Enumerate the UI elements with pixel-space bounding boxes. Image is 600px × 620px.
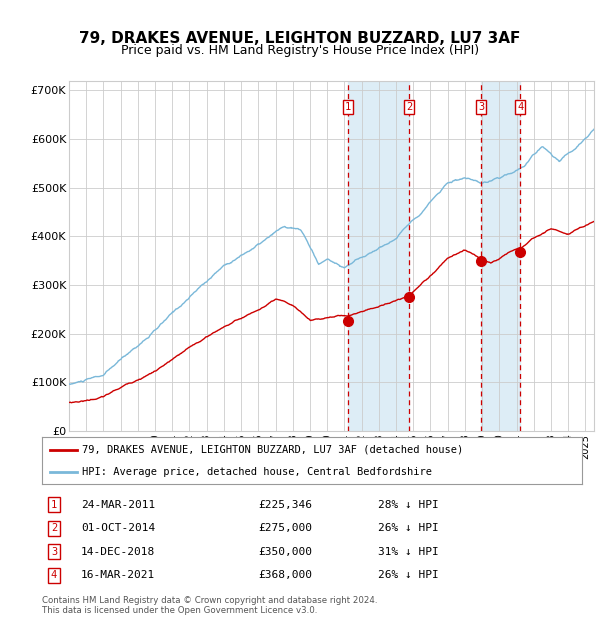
Text: 1: 1 xyxy=(51,500,57,510)
Text: £368,000: £368,000 xyxy=(258,570,312,580)
Bar xyxy=(481,81,520,431)
Text: 79, DRAKES AVENUE, LEIGHTON BUZZARD, LU7 3AF: 79, DRAKES AVENUE, LEIGHTON BUZZARD, LU7… xyxy=(79,31,521,46)
Text: 3: 3 xyxy=(51,547,57,557)
Text: 31% ↓ HPI: 31% ↓ HPI xyxy=(378,547,439,557)
Text: 79, DRAKES AVENUE, LEIGHTON BUZZARD, LU7 3AF (detached house): 79, DRAKES AVENUE, LEIGHTON BUZZARD, LU7… xyxy=(83,445,464,454)
Bar xyxy=(348,81,409,431)
Text: 3: 3 xyxy=(478,102,484,112)
Text: 4: 4 xyxy=(51,570,57,580)
Text: £225,346: £225,346 xyxy=(258,500,312,510)
Text: 4: 4 xyxy=(517,102,523,112)
Text: 26% ↓ HPI: 26% ↓ HPI xyxy=(378,570,439,580)
Text: HPI: Average price, detached house, Central Bedfordshire: HPI: Average price, detached house, Cent… xyxy=(83,467,433,477)
Text: 2: 2 xyxy=(51,523,57,533)
Text: 2: 2 xyxy=(406,102,412,112)
Text: £350,000: £350,000 xyxy=(258,547,312,557)
Text: 26% ↓ HPI: 26% ↓ HPI xyxy=(378,523,439,533)
Text: £275,000: £275,000 xyxy=(258,523,312,533)
Text: Contains HM Land Registry data © Crown copyright and database right 2024.
This d: Contains HM Land Registry data © Crown c… xyxy=(42,596,377,615)
Text: 1: 1 xyxy=(345,102,352,112)
Text: 24-MAR-2011: 24-MAR-2011 xyxy=(81,500,155,510)
Text: 16-MAR-2021: 16-MAR-2021 xyxy=(81,570,155,580)
Text: 01-OCT-2014: 01-OCT-2014 xyxy=(81,523,155,533)
Text: 14-DEC-2018: 14-DEC-2018 xyxy=(81,547,155,557)
Text: 28% ↓ HPI: 28% ↓ HPI xyxy=(378,500,439,510)
Text: Price paid vs. HM Land Registry's House Price Index (HPI): Price paid vs. HM Land Registry's House … xyxy=(121,45,479,57)
